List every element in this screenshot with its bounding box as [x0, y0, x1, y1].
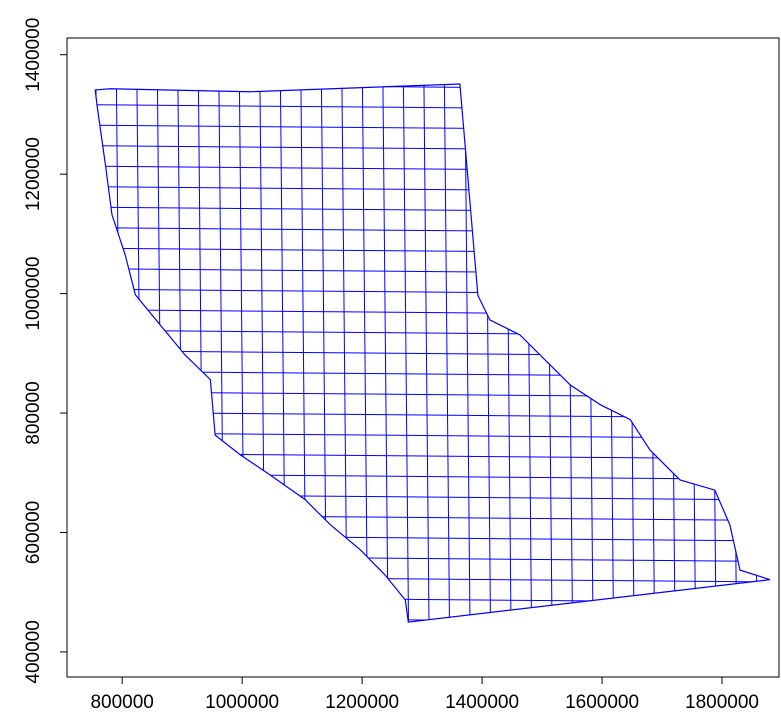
outline [94, 83, 771, 623]
cell-line [95, 145, 771, 152]
cell-line [95, 370, 771, 378]
x-tick-label: 1400000 [445, 692, 519, 713]
cell-line [772, 38, 778, 677]
x-tick-label: 1600000 [565, 692, 639, 713]
cell-line [238, 83, 246, 623]
cell-line [320, 83, 328, 623]
cell-line [505, 83, 512, 623]
cell-line [95, 309, 771, 316]
y-tick-label: 800000 [23, 381, 44, 444]
cell-line [136, 83, 143, 623]
cell-line [361, 83, 369, 623]
cell-line [279, 83, 287, 623]
cell-line [95, 206, 771, 214]
cell-line [95, 473, 771, 480]
cell-line [95, 596, 771, 603]
cell-line [259, 83, 266, 623]
cell-line [115, 83, 123, 623]
cell-line [464, 83, 471, 623]
cell-line [546, 83, 553, 623]
cell-line [95, 247, 771, 255]
cell-line [67, 64, 779, 70]
cell-line [95, 534, 771, 542]
cell-line [95, 555, 771, 562]
cell-line [95, 268, 771, 275]
plot-frame [66, 37, 780, 678]
cell-line [341, 83, 348, 623]
cell-line [177, 83, 184, 623]
cell-line [218, 83, 225, 623]
cell-line [95, 227, 771, 234]
cell-line [197, 83, 205, 623]
y-tick-label: 600000 [23, 501, 44, 564]
cell-line [95, 493, 771, 501]
x-tick-label: 1200000 [325, 692, 399, 713]
cell-line [443, 83, 451, 623]
y-tick-label: 1200000 [23, 137, 44, 211]
cell-line [95, 514, 771, 521]
cell-line [95, 288, 771, 296]
cell-line [95, 124, 771, 132]
cell-line [587, 83, 594, 623]
cell-line [67, 658, 779, 664]
y-tick-label: 400000 [23, 620, 44, 683]
x-tick-label: 1000000 [205, 692, 279, 713]
cell-line [484, 83, 492, 623]
cell-line [95, 452, 771, 460]
cell-line [95, 329, 771, 337]
x-tick-label: 800000 [90, 692, 153, 713]
cell-line [402, 83, 410, 623]
cell-line [95, 186, 771, 193]
cell-line [67, 638, 779, 644]
cell-grid [67, 38, 779, 677]
cell-line [95, 575, 771, 583]
cell-line [95, 432, 771, 439]
cell-line [95, 411, 771, 419]
cell-line [382, 83, 389, 623]
cell-line [95, 104, 771, 111]
y-tick-label: 1000000 [23, 257, 44, 331]
cell-line [156, 83, 164, 623]
y-tick-label: 1400000 [23, 18, 44, 92]
cell-line [75, 38, 81, 677]
cell-line [566, 83, 574, 623]
cell-line [95, 165, 771, 173]
cell-line [67, 43, 779, 49]
cell-line [95, 391, 771, 398]
cell-line [525, 83, 533, 623]
cell-line [95, 350, 771, 357]
x-tick-label: 1800000 [685, 692, 759, 713]
cell-line [423, 83, 430, 623]
cell-line [300, 83, 307, 623]
cell-line [607, 83, 615, 623]
